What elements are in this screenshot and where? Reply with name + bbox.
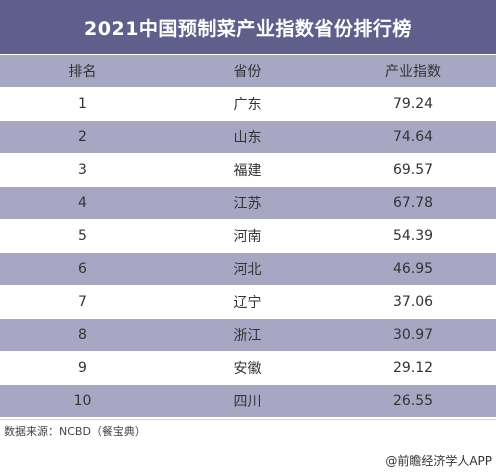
rank-cell: 7	[78, 294, 87, 310]
index-cell: 29.12	[392, 360, 434, 376]
watermark-text: @前瞻经济学人APP	[385, 454, 492, 468]
chart-title: 2021中国预制菜产业指数省份排行榜	[0, 0, 496, 54]
header-province: 省份	[233, 64, 262, 80]
rank-cell: 5	[78, 228, 87, 244]
province-cell: 江苏	[233, 196, 262, 212]
table-row: 9 安徽 29.12	[0, 351, 496, 384]
table-row: 10 四川 26.55	[0, 384, 496, 417]
index-cell: 79.24	[392, 96, 434, 112]
index-cell: 37.06	[392, 294, 434, 310]
source-note: 数据来源：NCBD（餐宝典）	[4, 425, 146, 438]
table-row: 3 福建 69.57	[0, 153, 496, 186]
footer-divider	[0, 419, 496, 420]
index-cell: 54.39	[392, 228, 434, 244]
rank-cell: 9	[78, 360, 87, 376]
table-row: 2 山东 74.64	[0, 120, 496, 153]
province-cell: 广东	[233, 97, 262, 113]
ranking-table: 排名 省份 产业指数 1 广东 79.24 2 山东 74.64 3 福建 69…	[0, 54, 496, 417]
header-rank: 排名	[68, 64, 97, 80]
rank-cell: 6	[78, 261, 87, 277]
province-cell: 辽宁	[233, 295, 262, 311]
table-row: 6 河北 46.95	[0, 252, 496, 285]
province-cell: 河北	[233, 262, 262, 278]
rank-cell: 8	[78, 327, 87, 343]
header-index: 产业指数	[385, 64, 441, 80]
table-header-row: 排名 省份 产业指数	[0, 54, 496, 87]
table-row: 1 广东 79.24	[0, 87, 496, 120]
province-cell: 福建	[233, 163, 262, 179]
province-cell: 四川	[233, 394, 262, 410]
index-cell: 74.64	[392, 129, 434, 145]
index-cell: 67.78	[392, 195, 434, 211]
table-row: 7 辽宁 37.06	[0, 285, 496, 318]
index-cell: 46.95	[392, 261, 434, 277]
watermark-logo: @前瞻经济学人APP	[385, 452, 492, 469]
rank-cell: 1	[78, 96, 87, 112]
province-cell: 山东	[233, 130, 262, 146]
province-cell: 河南	[233, 229, 262, 245]
province-cell: 浙江	[233, 328, 262, 344]
province-cell: 安徽	[233, 361, 262, 377]
table-row: 4 江苏 67.78	[0, 186, 496, 219]
index-cell: 26.55	[392, 393, 434, 409]
index-cell: 30.97	[392, 327, 434, 343]
rank-cell: 4	[78, 195, 87, 211]
rank-cell: 2	[78, 129, 87, 145]
rank-cell: 10	[73, 393, 92, 409]
rank-cell: 3	[78, 162, 87, 178]
index-cell: 69.57	[392, 162, 434, 178]
table-row: 5 河南 54.39	[0, 219, 496, 252]
table-row: 8 浙江 30.97	[0, 318, 496, 351]
